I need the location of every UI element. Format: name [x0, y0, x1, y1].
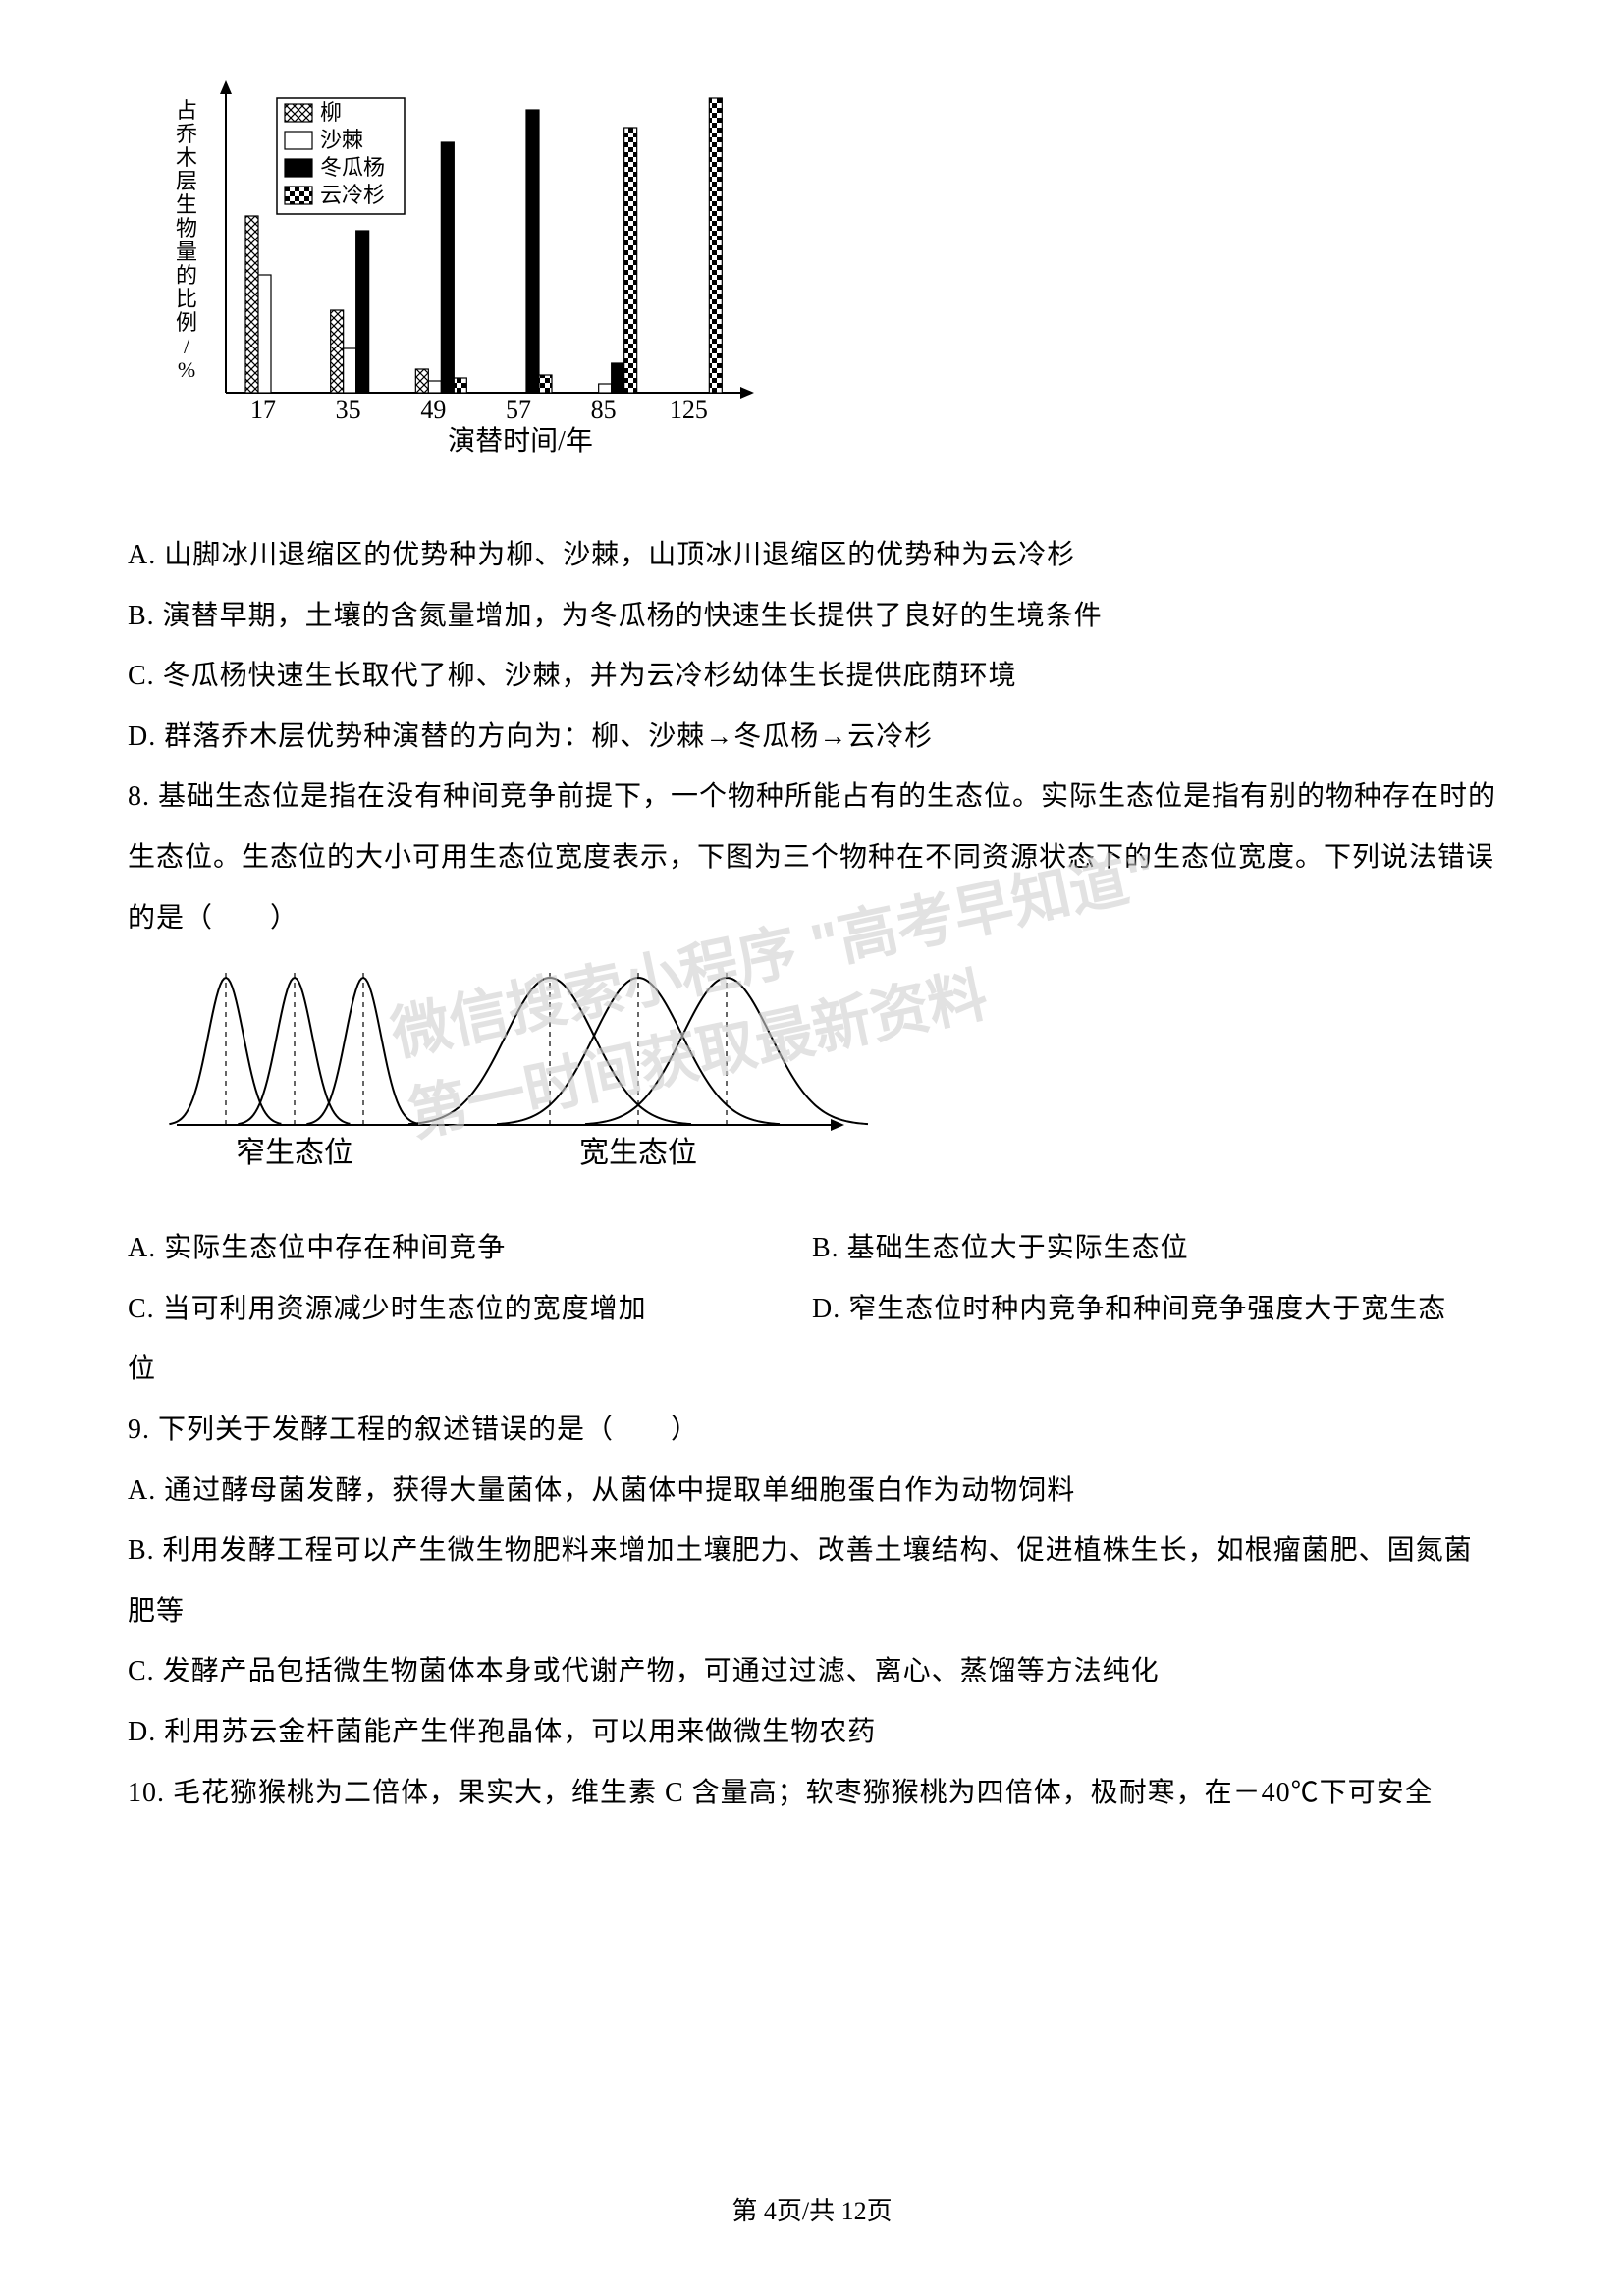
- bar-chart: 占乔木层生物量的比例/% 演替时间/年 17 35 49 57 85 125 柳沙棘冬瓜杨云冷杉: [157, 79, 1496, 476]
- q8-intro-text: 8. 基础生态位是指在没有种间竞争前提下，一个物种所能占有的生态位。实际生态位是…: [128, 767, 1496, 948]
- svg-text:比: 比: [176, 287, 197, 311]
- q10-intro: 10. 毛花猕猴桃为二倍体，果实大，维生素 C 含量高；软枣猕猴桃为四倍体，极耐…: [128, 1763, 1496, 1824]
- svg-text:宽生态位: 宽生态位: [579, 1137, 697, 1169]
- svg-text:生: 生: [176, 192, 197, 217]
- niche-chart-svg: 窄生态位 宽生态位: [167, 958, 903, 1194]
- svg-text:49: 49: [420, 396, 446, 424]
- q8-intro: 8. 基础生态位是指在没有种间竞争前提下，一个物种所能占有的生态位。实际生态位是…: [128, 767, 1496, 948]
- q8-option-b: B. 基础生态位大于实际生态位: [812, 1233, 1189, 1263]
- svg-text:冬瓜杨: 冬瓜杨: [320, 155, 385, 180]
- q9-option-d: D. 利用苏云金杆菌能产生伴孢晶体，可以用来做微生物农药: [128, 1702, 1496, 1763]
- q8-options: A. 实际生态位中存在种间竞争 B. 基础生态位大于实际生态位 C. 当可利用资…: [128, 1218, 1496, 1400]
- svg-text:量: 量: [176, 240, 197, 264]
- svg-text:例: 例: [176, 310, 197, 335]
- svg-text:的: 的: [176, 263, 197, 288]
- svg-text:占: 占: [176, 98, 197, 123]
- svg-text:35: 35: [336, 396, 361, 424]
- svg-text:/: /: [184, 334, 190, 358]
- svg-text:57: 57: [506, 396, 531, 424]
- svg-text:层: 层: [176, 169, 197, 193]
- svg-text:云冷杉: 云冷杉: [320, 183, 385, 207]
- q8-option-c: C. 当可利用资源减少时生态位的宽度增加: [128, 1294, 647, 1324]
- bar-chart-svg: 占乔木层生物量的比例/% 演替时间/年 17 35 49 57 85 125 柳沙棘冬瓜杨云冷杉: [157, 79, 766, 471]
- svg-text:窄生态位: 窄生态位: [236, 1137, 353, 1169]
- svg-text:物: 物: [176, 216, 197, 240]
- q9-option-b: B. 利用发酵工程可以产生微生物肥料来增加土壤肥力、改善土壤结构、促进植株生长，…: [128, 1521, 1496, 1641]
- svg-text:%: %: [178, 357, 195, 382]
- svg-text:乔: 乔: [176, 122, 197, 146]
- q8-option-a: A. 实际生态位中存在种间竞争: [128, 1233, 506, 1263]
- q9: 9. 下列关于发酵工程的叙述错误的是（ ） A. 通过酵母菌发酵，获得大量菌体，…: [128, 1400, 1496, 1763]
- page-number: 第 4页/共 12页: [731, 2197, 892, 2225]
- page-footer: 第 4页/共 12页: [0, 2191, 1624, 2227]
- q9-option-a: A. 通过酵母菌发酵，获得大量菌体，从菌体中提取单细胞蛋白作为动物饲料: [128, 1461, 1496, 1522]
- q7-option-d: D. 群落乔木层优势种演替的方向为：柳、沙棘→冬瓜杨→云冷杉: [128, 707, 1496, 768]
- svg-text:演替时间/年: 演替时间/年: [448, 425, 593, 456]
- q8-option-d-cont: 位: [128, 1354, 156, 1384]
- q7-option-c: C. 冬瓜杨快速生长取代了柳、沙棘，并为云冷杉幼体生长提供庇荫环境: [128, 646, 1496, 707]
- svg-text:木: 木: [176, 145, 197, 170]
- svg-text:沙棘: 沙棘: [320, 128, 363, 152]
- q7-option-a: A. 山脚冰川退缩区的优势种为柳、沙棘，山顶冰川退缩区的优势种为云冷杉: [128, 525, 1496, 586]
- svg-text:柳: 柳: [320, 100, 342, 125]
- svg-text:17: 17: [250, 396, 276, 424]
- q10: 10. 毛花猕猴桃为二倍体，果实大，维生素 C 含量高；软枣猕猴桃为四倍体，极耐…: [128, 1763, 1496, 1824]
- niche-chart: 窄生态位 宽生态位: [167, 958, 1496, 1199]
- svg-text:85: 85: [591, 396, 617, 424]
- q9-intro: 9. 下列关于发酵工程的叙述错误的是（ ）: [128, 1400, 1496, 1461]
- q7-options: A. 山脚冰川退缩区的优势种为柳、沙棘，山顶冰川退缩区的优势种为云冷杉 B. 演…: [128, 525, 1496, 767]
- q8-option-d: D. 窄生态位时种内竞争和种间竞争强度大于宽生态: [812, 1294, 1446, 1324]
- q7-option-b: B. 演替早期，土壤的含氮量增加，为冬瓜杨的快速生长提供了良好的生境条件: [128, 586, 1496, 647]
- svg-text:125: 125: [670, 396, 708, 424]
- q9-option-c: C. 发酵产品包括微生物菌体本身或代谢产物，可通过过滤、离心、蒸馏等方法纯化: [128, 1641, 1496, 1702]
